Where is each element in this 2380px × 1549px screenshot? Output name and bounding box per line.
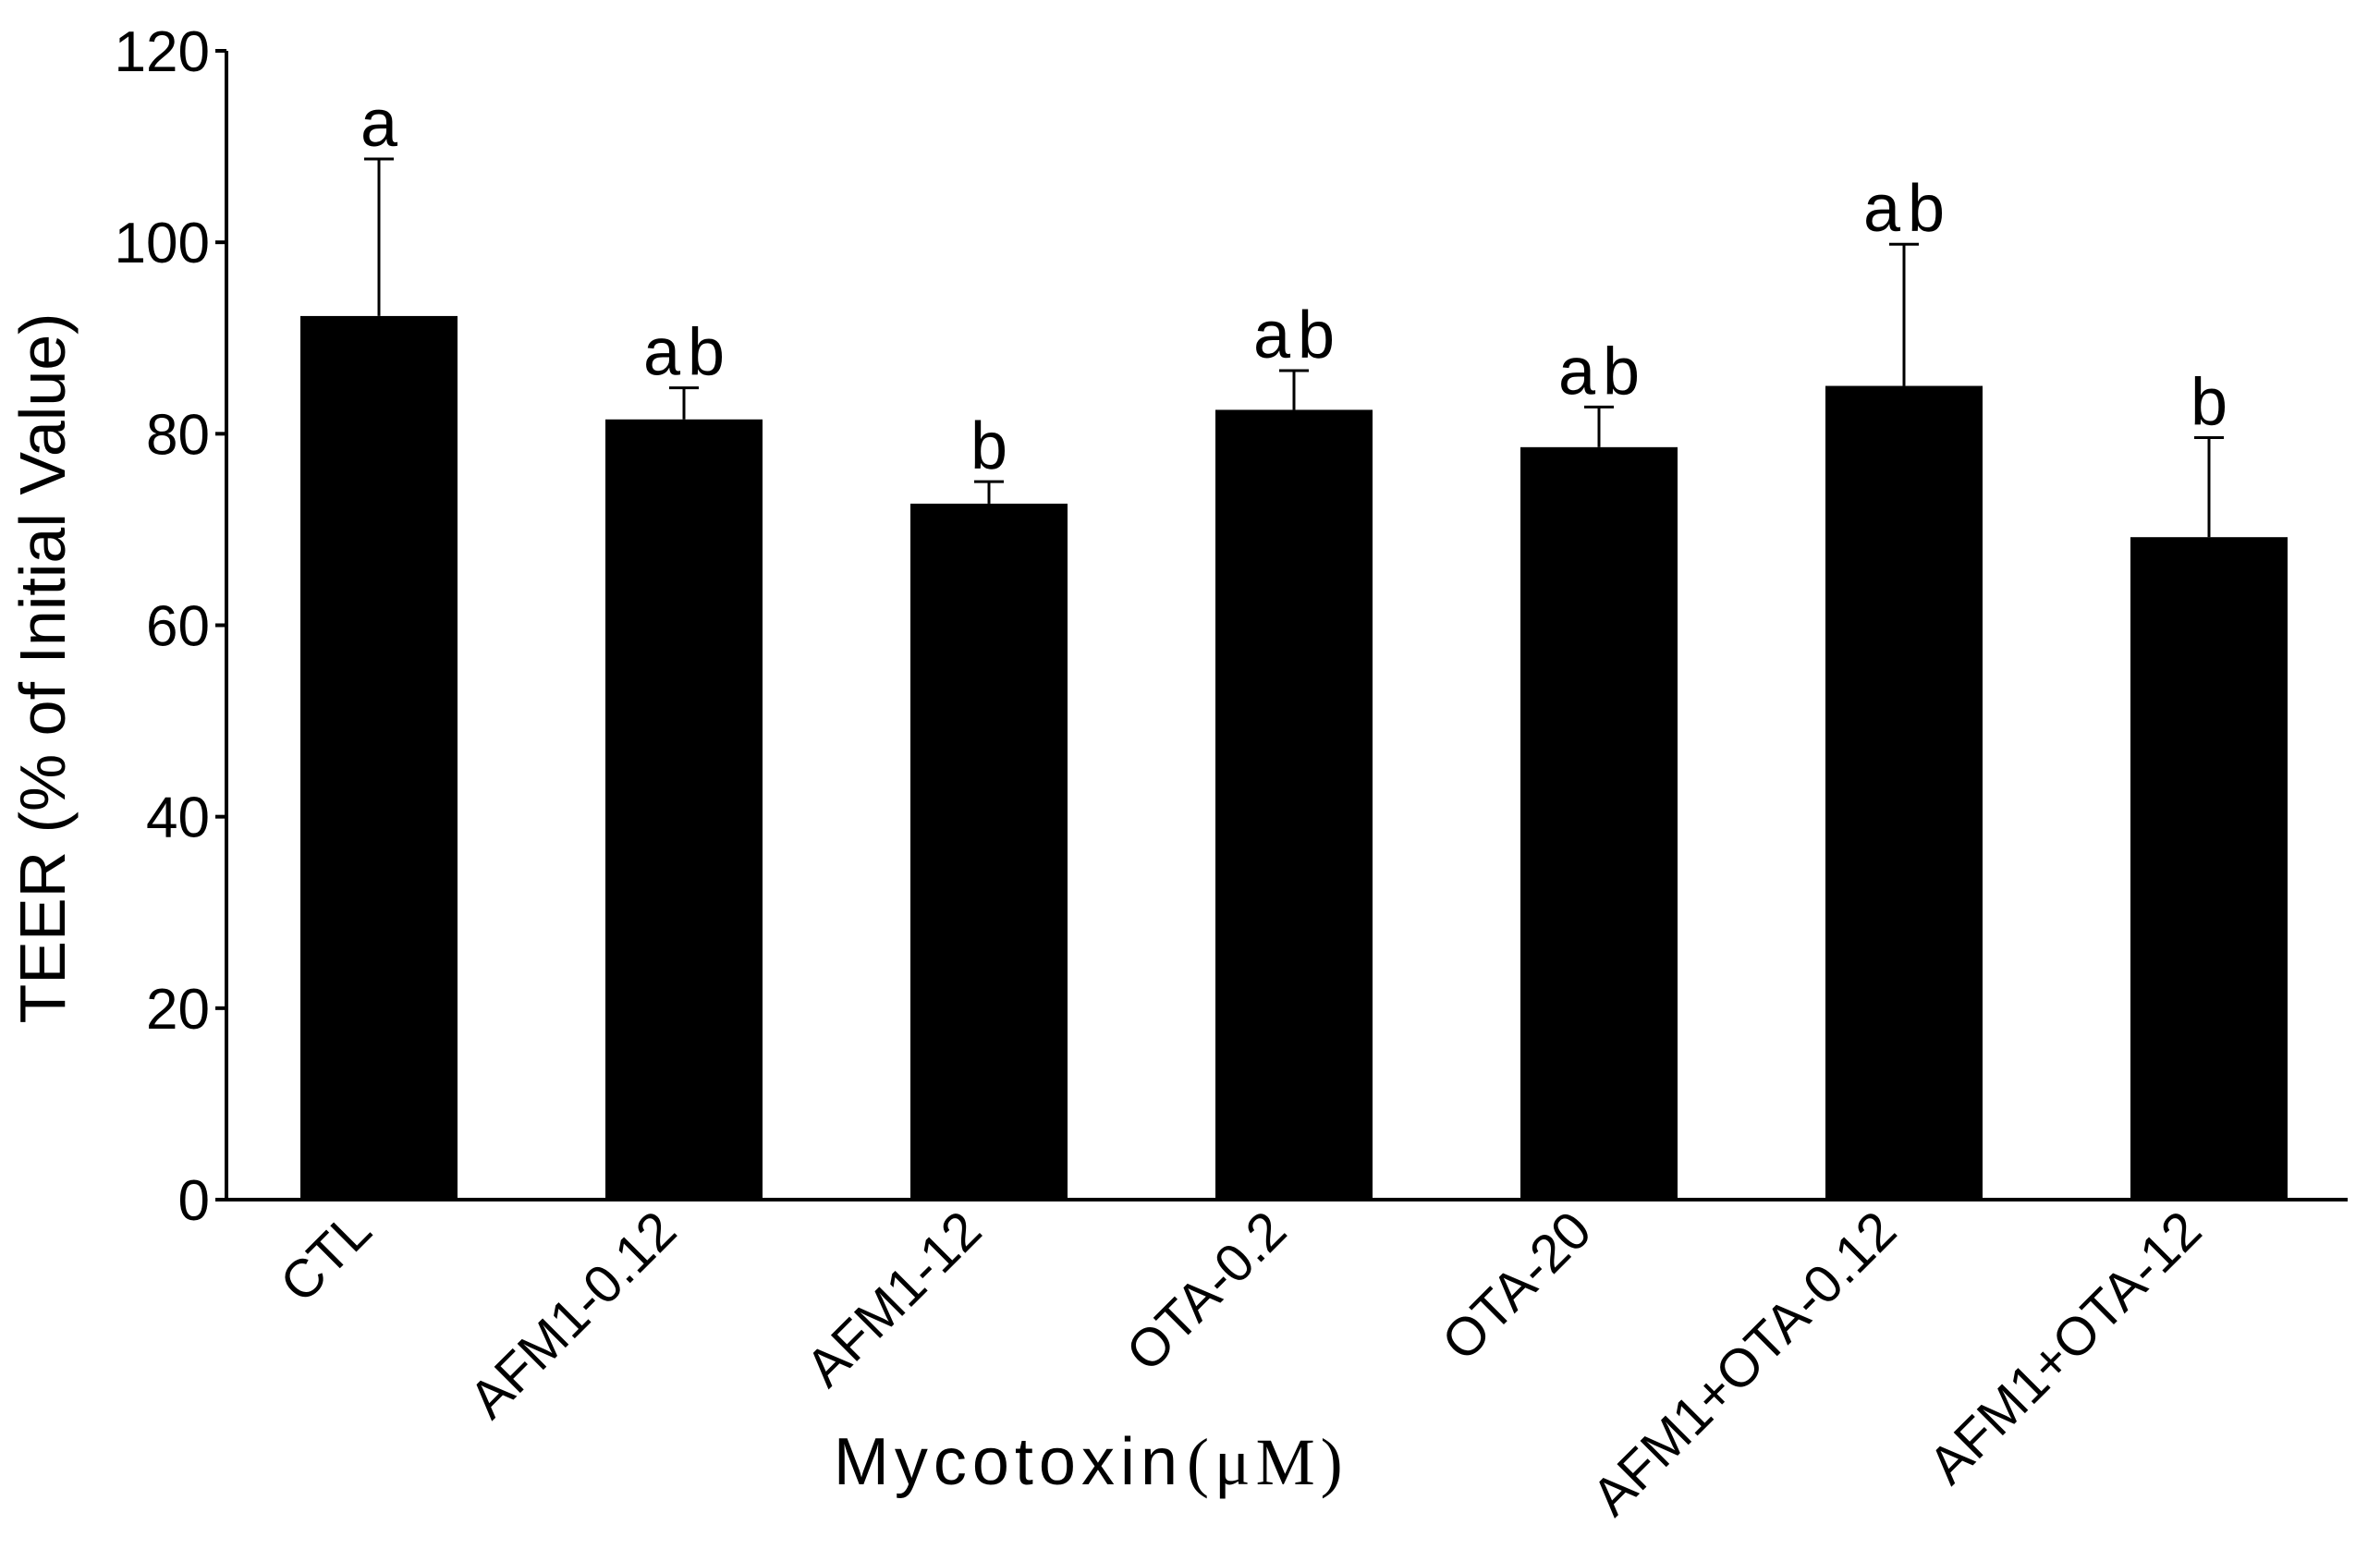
bar-OTA-0.2 (1215, 409, 1373, 1200)
y-tick-label-0: 0 (178, 1169, 210, 1233)
significance-label-OTA-0.2: ab (1253, 299, 1342, 372)
x-tick-label-AFM1-12: AFM1-12 (795, 1200, 994, 1398)
significance-labels-layer: a ab b ab ab ab b (360, 87, 2235, 483)
x-tick-label-OTA-0.2: OTA-0.2 (1115, 1200, 1298, 1383)
bars-layer (300, 315, 2288, 1201)
x-tick-label-AFM1+OTA-12: AFM1+OTA-12 (1917, 1200, 2213, 1495)
x-tick-label-CTL: CTL (269, 1200, 383, 1313)
y-tick-label-80: 80 (146, 403, 210, 467)
y-tick-label-20: 20 (146, 978, 210, 1042)
significance-label-CTL: a (360, 87, 405, 161)
y-ticks-layer: 0 20 40 60 80 100 120 (115, 20, 226, 1233)
significance-label-AFM1-0.12: ab (643, 316, 732, 390)
bar-CTL (300, 315, 458, 1200)
bar-AFM1-0.12 (605, 419, 763, 1200)
significance-label-AFM1+OTA-12: b (2191, 365, 2235, 439)
significance-label-AFM1+OTA-0.12: ab (1863, 172, 1952, 246)
error-bars-layer (364, 157, 2224, 538)
x-tick-label-AFM1+OTA-0.12: AFM1+OTA-0.12 (1581, 1200, 1908, 1527)
bar-AFM1+OTA-0.12 (1825, 385, 1983, 1201)
bar-OTA-20 (1520, 446, 1678, 1201)
y-tick-label-40: 40 (146, 787, 210, 850)
x-axis-unit: (μM) (1187, 1425, 1349, 1499)
y-tick-label-100: 100 (115, 212, 210, 275)
significance-label-AFM1-12: b (970, 409, 1015, 483)
x-tick-label-OTA-20: OTA-20 (1431, 1200, 1604, 1372)
y-axis-title: TEER (% of Initial Value) (6, 313, 79, 1024)
x-tick-label-AFM1-0.12: AFM1-0.12 (458, 1200, 688, 1430)
y-tick-label-120: 120 (115, 20, 210, 84)
significance-label-OTA-20: ab (1558, 335, 1647, 409)
bar-AFM1-12 (910, 503, 1068, 1200)
x-axis-title: Mycotoxin (834, 1425, 1183, 1499)
y-tick-label-60: 60 (146, 595, 210, 659)
bar-AFM1+OTA-12 (2130, 537, 2288, 1200)
